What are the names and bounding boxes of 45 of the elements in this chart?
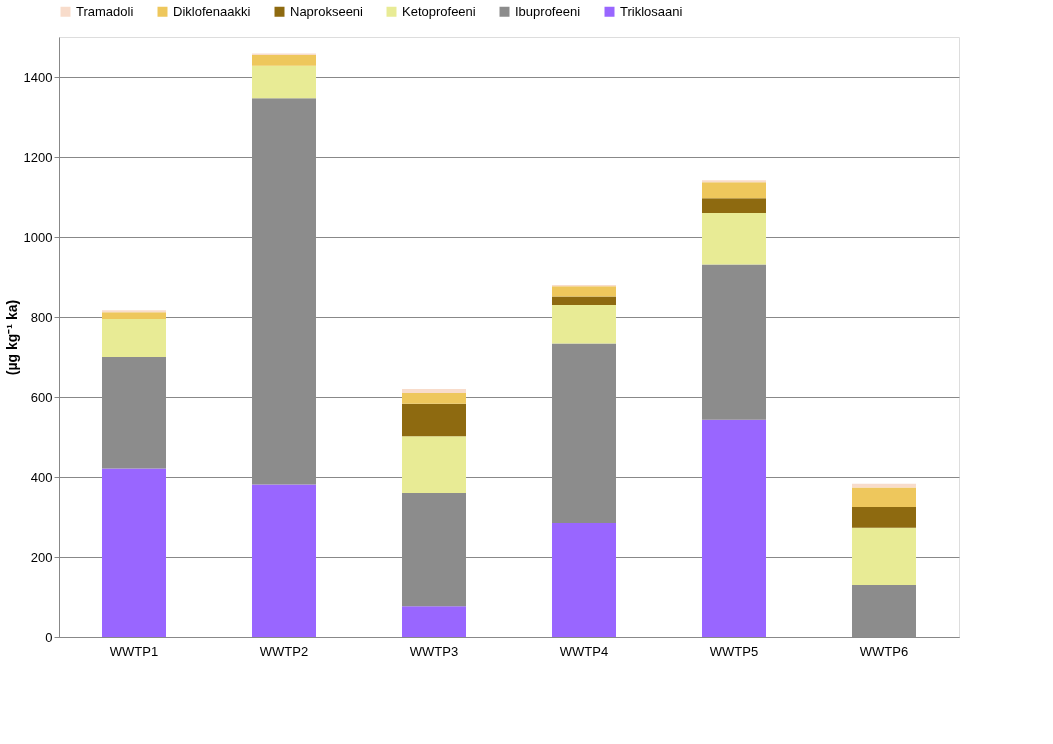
bar [552,305,616,344]
legend-label: Diklofenaakki [173,3,251,19]
bar [402,403,466,437]
bar [102,319,166,357]
y-axis-title: (µg kg⁻¹ ka) [3,299,20,376]
bar [702,182,766,199]
bar [402,393,466,404]
bar [402,389,466,393]
x-tick-label: WWTP5 [709,643,759,659]
x-tick-label: WWTP1 [109,643,159,659]
bar [552,296,616,305]
bar [852,487,916,507]
y-tick-label: 200 [30,549,53,565]
y-tick-label: 800 [30,309,53,325]
bar [102,310,166,313]
bar [552,286,616,297]
y-tick-label: 600 [30,389,53,405]
bar [102,312,166,319]
x-tick-label: WWTP4 [559,643,609,659]
y-tick-label: 0 [45,629,53,645]
y-tick-label: 1000 [23,229,53,245]
bar [852,507,916,528]
bar [852,527,916,585]
bar [702,198,766,213]
legend-label: Triklosaani [620,3,683,19]
x-tick-label: WWTP3 [409,643,459,659]
legend-label: Ketoprofeeni [402,3,476,19]
y-tick-label: 1200 [23,149,53,165]
legend-label: Tramadoli [76,3,134,19]
bar [552,523,616,637]
y-tick-label: 1400 [23,69,53,85]
bar [252,55,316,66]
bar [102,468,166,637]
bar [702,213,766,265]
bar [252,484,316,637]
bar [402,436,466,493]
y-tick-label: 400 [30,469,53,485]
bar [702,180,766,183]
x-tick-label: WWTP2 [259,643,309,659]
bar [402,606,466,637]
legend-label: Naprokseeni [290,3,364,19]
bar [252,65,316,99]
legend-label: Ibuprofeeni [515,3,581,19]
x-tick-label: WWTP6 [859,643,909,659]
bar [702,419,766,637]
